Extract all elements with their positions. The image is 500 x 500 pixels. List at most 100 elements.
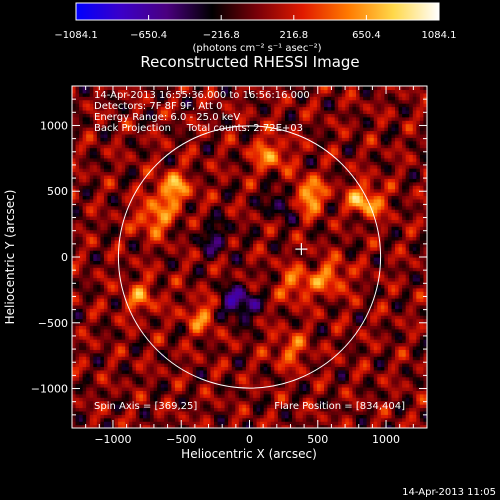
heatmap-cell [242,332,247,337]
heatmap-cell [75,250,80,255]
heatmap-cell [192,397,197,402]
heatmap-cell [167,113,172,118]
heatmap-cell [189,376,194,381]
heatmap-cell [153,277,158,282]
heatmap-cell [114,233,119,238]
heatmap-cell [132,342,137,347]
heatmap-cell [96,229,101,234]
heatmap-cell [157,178,162,183]
heatmap-cell [217,147,222,152]
heatmap-cell [103,345,109,350]
heatmap-cell [82,328,87,333]
heatmap-cell [107,154,112,159]
heatmap-cell [75,243,80,248]
heatmap-cell [143,424,148,428]
heatmap-cell [238,164,243,169]
heatmap-cell [217,352,222,357]
heatmap-cell [135,164,141,169]
heatmap-cell [245,363,251,368]
heatmap-cell [189,414,194,419]
heatmap-cell [86,106,91,111]
heatmap-cell [221,133,226,138]
heatmap-cell [238,250,243,255]
heatmap-cell [235,205,240,210]
heatmap-cell [199,113,204,118]
heatmap-cell [228,373,233,378]
heatmap-cell [132,359,137,364]
heatmap-cell [178,185,183,190]
heatmap-cell [228,198,233,203]
heatmap-cell [150,304,155,309]
heatmap-cell [82,339,87,344]
heatmap-cell [217,328,222,333]
heatmap-cell [128,178,133,183]
heatmap-cell [210,123,215,128]
heatmap-cell [135,178,141,183]
heatmap-cell [96,236,101,241]
heatmap-cell [196,407,201,412]
heatmap-cell [203,342,208,347]
heatmap-cell [132,315,137,320]
heatmap-cell [199,386,204,391]
heatmap-cell [114,174,119,179]
heatmap-cell [111,198,116,203]
heatmap-cell [228,366,233,371]
heatmap-cell [132,380,137,385]
heatmap-cell [203,205,208,210]
heatmap-cell [203,260,208,265]
heatmap-cell [210,92,215,97]
heatmap-cell [111,280,116,285]
colorbar [75,2,440,21]
heatmap-cell [128,404,133,409]
heatmap-cell [139,284,144,289]
heatmap-cell [103,154,109,159]
heatmap-cell [178,120,183,125]
heatmap-cell [228,339,233,344]
heatmap-cell [153,113,158,118]
heatmap-cell [199,209,204,214]
heatmap-cell [189,86,194,91]
heatmap-cell [199,123,204,128]
heatmap-cell [153,123,158,128]
heatmap-cell [217,421,222,426]
heatmap-cell [89,328,94,333]
heatmap-cell [82,226,87,231]
heatmap-cell [82,263,87,268]
heatmap-cell [75,335,80,340]
heatmap-cell [171,157,176,162]
heatmap-cell [160,404,165,409]
heatmap-cell [146,315,151,320]
heatmap-cell [100,274,105,279]
heatmap-cell [164,109,169,114]
heatmap-cell [178,301,183,306]
heatmap-cell [242,400,247,405]
heatmap-cell [72,397,77,402]
heatmap-cell [111,321,116,326]
heatmap-cell [245,219,251,224]
heatmap-cell [238,369,243,374]
heatmap-cell [182,215,187,220]
heatmap-cell [75,174,80,179]
heatmap-cell [214,345,219,350]
heatmap-cell [210,421,215,426]
heatmap-cell [214,366,219,371]
heatmap-cell [153,219,158,224]
heatmap-cell [238,229,243,234]
heatmap-cell [121,178,126,183]
heatmap-cell [199,140,204,145]
heatmap-cell [118,215,123,220]
heatmap-cell [125,404,130,409]
heatmap-cell [192,168,197,173]
heatmap-cell [139,133,144,138]
heatmap-cell [214,96,219,101]
heatmap-cell [214,294,219,299]
heatmap-cell [199,171,204,176]
heatmap-cell [103,263,109,268]
heatmap-cell [185,150,190,155]
heatmap-cell [86,380,91,385]
heatmap-cell [206,195,212,200]
heatmap-cell [224,301,229,306]
heatmap-cell [72,291,77,296]
heatmap-cell [167,274,172,279]
heatmap-cell [242,287,247,292]
